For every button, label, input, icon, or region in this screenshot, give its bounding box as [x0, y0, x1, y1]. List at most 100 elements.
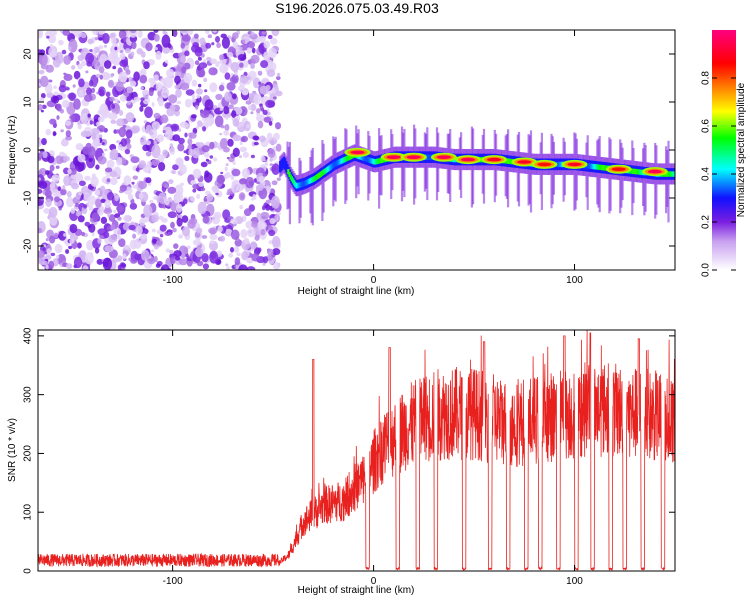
noise-blob	[77, 242, 82, 249]
noise-blob	[153, 140, 157, 145]
ridge-core	[295, 183, 298, 189]
noise-blob	[49, 30, 58, 36]
noise-blob	[164, 198, 170, 206]
ridge-core	[557, 161, 560, 168]
noise-blob	[192, 188, 197, 193]
noise-blob	[271, 163, 281, 175]
ridge-core	[630, 168, 633, 174]
noise-blob	[117, 235, 121, 240]
noise-blob	[145, 177, 152, 184]
noise-blob	[43, 208, 51, 214]
noise-blob	[92, 30, 99, 36]
noise-blob	[40, 93, 46, 99]
noise-blob	[270, 37, 278, 45]
noise-blob	[259, 85, 269, 95]
noise-blob	[172, 30, 178, 37]
noise-blob	[131, 125, 141, 133]
noise-blob	[41, 104, 47, 110]
noise-blob	[243, 71, 248, 77]
ridge-core	[308, 178, 312, 184]
noise-blob	[103, 208, 113, 215]
noise-blob	[88, 80, 94, 87]
noise-blob	[252, 135, 259, 141]
noise-blob	[168, 179, 174, 185]
noise-blob	[219, 132, 223, 136]
ridge-halo	[550, 133, 553, 209]
noise-blob	[62, 185, 66, 190]
noise-blob	[218, 84, 225, 92]
noise-blob	[45, 264, 49, 270]
noise-blob	[205, 158, 209, 162]
noise-blob	[87, 38, 94, 45]
ridge-core	[638, 169, 641, 175]
ridge-core	[633, 168, 636, 175]
noise-blob	[200, 110, 210, 118]
noise-blob	[58, 39, 64, 46]
ridge-halo	[528, 135, 531, 204]
noise-blob	[116, 140, 121, 144]
noise-blob	[103, 231, 110, 239]
ridge-core	[298, 182, 301, 188]
ridge-halo	[470, 126, 473, 208]
ridge-core	[310, 177, 313, 183]
ridge-core	[604, 165, 607, 171]
ridge-core	[506, 158, 509, 164]
noise-blob	[114, 46, 118, 51]
noise-blob	[183, 72, 193, 84]
noise-blob	[114, 195, 119, 202]
ridge-halo	[435, 127, 439, 201]
noise-blob	[130, 198, 135, 205]
noise-blob	[205, 42, 212, 49]
y-tick-label: 20	[23, 48, 34, 60]
ridge-core	[325, 167, 328, 173]
ridge-core	[374, 159, 377, 165]
ridge-core	[597, 164, 600, 170]
noise-blob	[97, 207, 104, 216]
noise-blob	[116, 118, 125, 127]
noise-blob	[46, 35, 50, 39]
noise-blob	[132, 184, 138, 189]
noise-blob	[260, 211, 270, 220]
noise-blob	[123, 244, 130, 249]
spectrogram-noise-region	[38, 30, 283, 270]
noise-blob	[176, 217, 183, 227]
noise-blob	[250, 54, 260, 64]
noise-blob	[224, 91, 232, 102]
noise-blob	[276, 211, 281, 216]
noise-blob	[100, 216, 108, 224]
noise-blob	[232, 93, 237, 100]
noise-blob	[153, 34, 160, 42]
noise-blob	[88, 157, 93, 163]
noise-blob	[65, 249, 70, 254]
ridge-core	[591, 163, 594, 169]
noise-blob	[167, 186, 177, 194]
noise-blob	[239, 140, 243, 146]
noise-blob	[91, 134, 97, 140]
noise-blob	[251, 221, 258, 228]
noise-blob	[212, 185, 219, 194]
noise-blob	[226, 82, 236, 91]
noise-blob	[50, 252, 56, 257]
noise-blob	[68, 245, 73, 250]
noise-blob	[155, 263, 161, 268]
noise-blob	[145, 140, 151, 146]
ridge-halo	[643, 142, 646, 216]
noise-blob	[250, 241, 257, 250]
noise-blob	[160, 77, 167, 84]
noise-blob	[84, 221, 91, 227]
ridge-core	[372, 159, 375, 165]
noise-blob	[58, 207, 62, 211]
noise-blob	[165, 59, 169, 64]
noise-blob	[45, 198, 52, 207]
ridge-body	[280, 159, 283, 172]
ridge-core	[348, 154, 351, 160]
ridge-core	[589, 163, 592, 169]
noise-blob	[182, 226, 190, 237]
noise-blob	[124, 148, 131, 155]
noise-blob	[48, 79, 53, 83]
noise-blob	[89, 49, 93, 52]
noise-blob	[38, 177, 41, 181]
noise-blob	[262, 205, 266, 211]
noise-blob	[172, 227, 177, 233]
noise-blob	[38, 188, 43, 194]
